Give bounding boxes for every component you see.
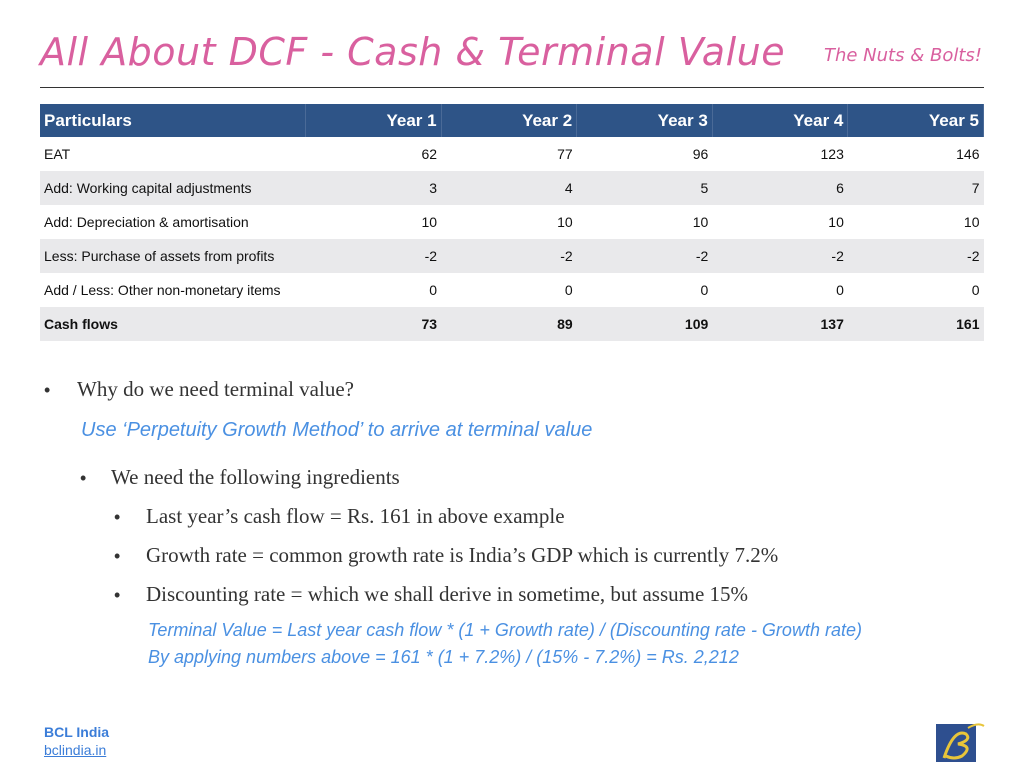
cell: 89 [441,307,577,341]
cell: 10 [828,214,844,230]
row-label: Add: Depreciation & amortisation [44,214,249,230]
logo [936,723,985,762]
row-label: Add: Working capital adjustments [40,171,306,205]
row-label: Add / Less: Other non-monetary items [44,282,281,298]
cell: -2 [441,239,577,273]
website-link[interactable]: bclindia.in [44,742,107,758]
cell: 0 [564,282,573,298]
cell: 137 [712,307,848,341]
cell: 77 [557,146,573,162]
cell: -2 [847,239,984,273]
cell: 109 [576,307,713,341]
cell: 10 [557,214,573,230]
table-row: Cash flows 73 89 109 137 161 [40,307,984,341]
row-label: Less: Purchase of assets from profits [40,239,306,273]
table-row: Less: Purchase of assets from profits -2-… [40,239,984,273]
divider [40,87,984,88]
bullet: • [80,468,87,488]
cell: 5 [576,171,713,205]
question: Why do we need terminal value? [77,377,354,401]
cell: 123 [820,146,844,162]
ingredients-intro: We need the following ingredients [111,465,400,489]
cell: 10 [421,214,438,230]
cell: -2 [712,239,848,273]
calculation: By applying numbers above = 161 * (1 + 7… [148,647,739,667]
row-label: EAT [44,146,71,162]
column-header: Particulars [40,104,306,137]
cell: 96 [692,146,709,162]
ingredient: Last year’s cash flow = Rs. 161 in above… [146,504,565,528]
cell: 4 [441,171,577,205]
column-header: Year 4 [712,104,849,137]
cell: 73 [305,307,442,341]
formula: Terminal Value = Last year cash flow * (… [148,620,862,640]
cell: 0 [429,282,438,298]
table-row: Add / Less: Other non-monetary items 0 0 0 0… [40,273,984,307]
cell: 62 [421,146,438,162]
title: All About DCF - Cash & Terminal Value [40,30,786,74]
cell: 0 [971,282,980,298]
column-header: Year 5 [847,104,984,137]
cell: 161 [847,307,984,341]
column-header: Year 2 [441,104,578,137]
table-row: Add: Depreciation & amortisation 10 10 10 10… [40,205,984,239]
cell: 0 [836,282,844,298]
column-header: Year 1 [305,104,442,137]
method-note: Use ‘Perpetuity Growth Method’ to arrive… [81,419,593,441]
cell: 10 [963,214,980,230]
cell: 7 [847,171,984,205]
cell: 0 [700,282,709,298]
column-header: Year 3 [576,104,713,137]
row-label: Cash flows [40,307,306,341]
table-row: Add: Working capital adjustments 3 4 5 6 7 [40,171,984,205]
cell: -2 [305,239,442,273]
brand: BCL India [44,724,110,740]
ingredient: Growth rate = common growth rate is Indi… [146,543,779,567]
cash-flow-table: Particulars Year 1 Year 2 Year 3 Year 4 Year … [40,104,984,341]
cell: 146 [956,146,980,162]
cell: 6 [712,171,848,205]
ingredient: Discounting rate = which we shall derive… [146,582,749,606]
table-row: EAT 62 77 96 123 146 [40,137,984,171]
bullet: • [114,585,121,605]
cell: -2 [576,239,713,273]
bullet: • [44,380,51,400]
cell: 10 [692,214,709,230]
cell: 3 [305,171,442,205]
bullet: • [114,507,121,527]
bullet: • [114,546,121,566]
subtitle: The Nuts & Bolts! [823,45,982,66]
header-row: Particulars Year 1 Year 2 Year 3 Year 4 Year … [40,104,984,137]
